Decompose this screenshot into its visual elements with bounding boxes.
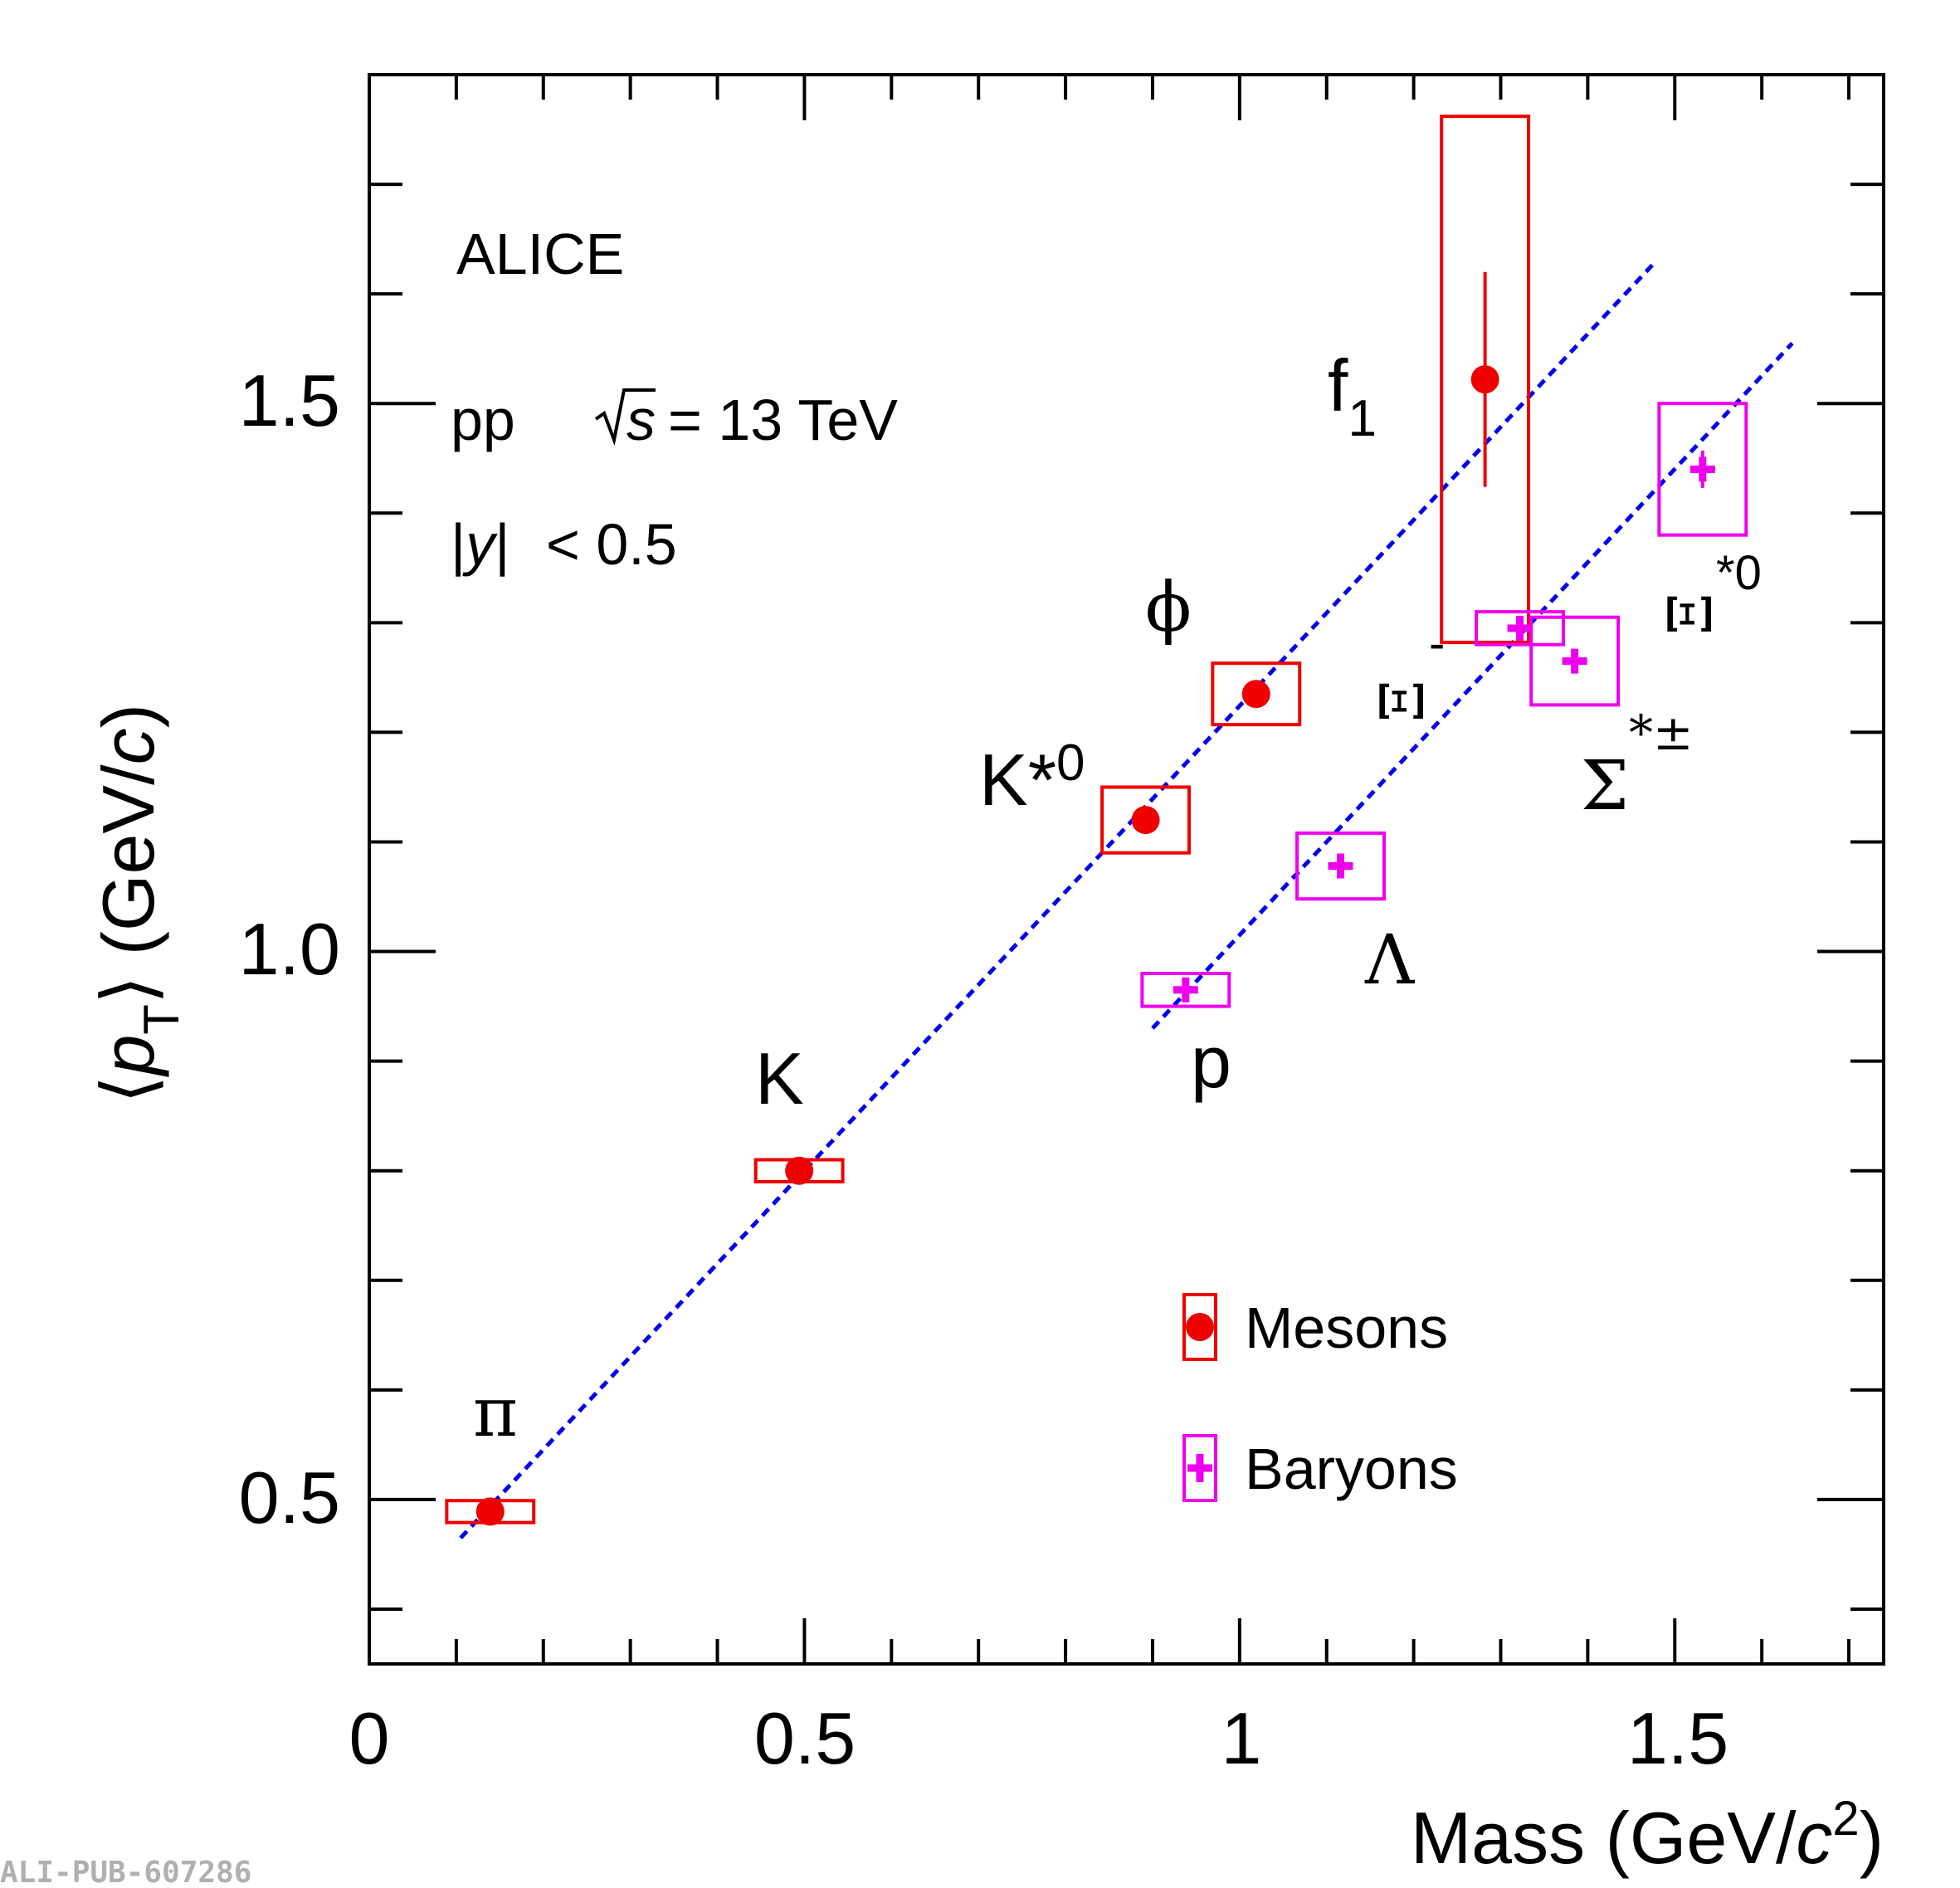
fit-lines (459, 262, 1794, 1539)
baryons-fit (1151, 341, 1794, 1030)
svg-text:Ξ: Ξ (1368, 680, 1437, 722)
label-lambda: Λ (1364, 921, 1416, 1000)
svg-text:|y|: |y| (451, 512, 510, 577)
meson-point (1211, 661, 1302, 727)
svg-text:= 13 TeV: = 13 TeV (668, 388, 898, 452)
baryon-point (1140, 971, 1231, 1008)
x-tick-label: 1.5 (1627, 1697, 1728, 1779)
label-Kstar0: K*0 (979, 734, 1085, 821)
marker (785, 1156, 814, 1185)
energy-label: s = 13 TeV (594, 388, 898, 452)
y-tick-label: 1.0 (239, 908, 340, 990)
meson-point (753, 1156, 845, 1185)
baryon-point (1529, 615, 1621, 707)
axis-ticks (369, 75, 1884, 1664)
data-points (445, 115, 1748, 1526)
label-phi: ϕ (1145, 568, 1192, 647)
experiment-label: ALICE (456, 222, 624, 286)
label-f1: f1 (1328, 344, 1377, 447)
marker (475, 1497, 505, 1526)
legend-mesons-marker (1186, 1313, 1214, 1341)
marker (1328, 853, 1353, 879)
svg-text:⟨pT⟩ (GeV/c): ⟨pT⟩ (GeV/c) (87, 704, 189, 1104)
svg-text:< 0.5: < 0.5 (546, 512, 677, 577)
legend-baryons-label: Baryons (1245, 1437, 1458, 1501)
svg-text:s: s (627, 388, 656, 452)
label-p: p (1191, 1021, 1231, 1103)
x-tick-label: 0.5 (754, 1697, 856, 1779)
meson-point (1440, 115, 1531, 645)
marker (1131, 806, 1160, 835)
sys-box (1475, 610, 1566, 646)
y-axis-title: ⟨pT⟩ (GeV/c) (87, 704, 189, 1104)
sys-box (1211, 661, 1302, 727)
sys-box (1100, 785, 1192, 855)
label-K: K (755, 1037, 804, 1120)
legend-item-mesons: Mesons (1182, 1293, 1448, 1361)
label-pi: π (473, 1373, 518, 1452)
marker (1173, 977, 1198, 1003)
sqrt-symbol (594, 388, 656, 446)
svg-text:Ξ: Ξ (1655, 593, 1725, 635)
marker (1241, 680, 1270, 709)
baryon-point (1475, 610, 1566, 646)
baryon-point (1295, 831, 1386, 901)
watermark: ALI-PUB-607286 (0, 1856, 251, 1888)
y-tick-labels: 0.5 1.0 1.5 (239, 359, 340, 1539)
legend-baryons-box (1182, 1434, 1217, 1502)
sys-box (1657, 402, 1748, 537)
baryon-point (1657, 402, 1748, 537)
label-sigma-star: Σ*± (1581, 705, 1694, 826)
x-tick-label: 1 (1221, 1697, 1262, 1779)
sys-box (1140, 971, 1231, 1008)
plot-frame (368, 73, 1885, 1666)
label-xi-minus-sign: - (1429, 617, 1445, 671)
label-xi-star0-sup: *0 (1716, 546, 1762, 600)
legend-mesons-box (1182, 1293, 1217, 1361)
sys-box (1529, 615, 1621, 707)
x-axis-title: Mass (GeV/c2) (1411, 1792, 1884, 1879)
marker (1689, 456, 1715, 482)
marker (1470, 365, 1499, 394)
x-tick-label: 0 (349, 1697, 390, 1779)
legend-baryons-marker (1187, 1454, 1212, 1482)
particle-labels: π K K*0 ϕ f1 p Λ Ξ - Σ*± Ξ *0 (473, 344, 1762, 1452)
y-tick-label: 1.5 (239, 359, 340, 442)
legend-mesons-label: Mesons (1245, 1295, 1448, 1360)
legend: Mesons Baryons (1182, 1293, 1458, 1502)
label-xi-minus: Ξ (1368, 680, 1437, 722)
mesons-fit (459, 262, 1655, 1539)
marker (1562, 648, 1587, 674)
sys-box (1440, 115, 1531, 645)
system-label: pp (451, 388, 515, 452)
meson-point (445, 1497, 536, 1526)
label-xi-star0: Ξ (1655, 593, 1725, 635)
legend-item-baryons: Baryons (1182, 1434, 1458, 1502)
rapidity-label: |y| < 0.5 (451, 512, 677, 577)
y-tick-label: 0.5 (239, 1456, 340, 1539)
meson-point (1100, 785, 1192, 855)
x-tick-labels: 0 0.5 1 1.5 (349, 1697, 1729, 1779)
marker (1507, 615, 1533, 641)
sys-box (1295, 831, 1386, 901)
